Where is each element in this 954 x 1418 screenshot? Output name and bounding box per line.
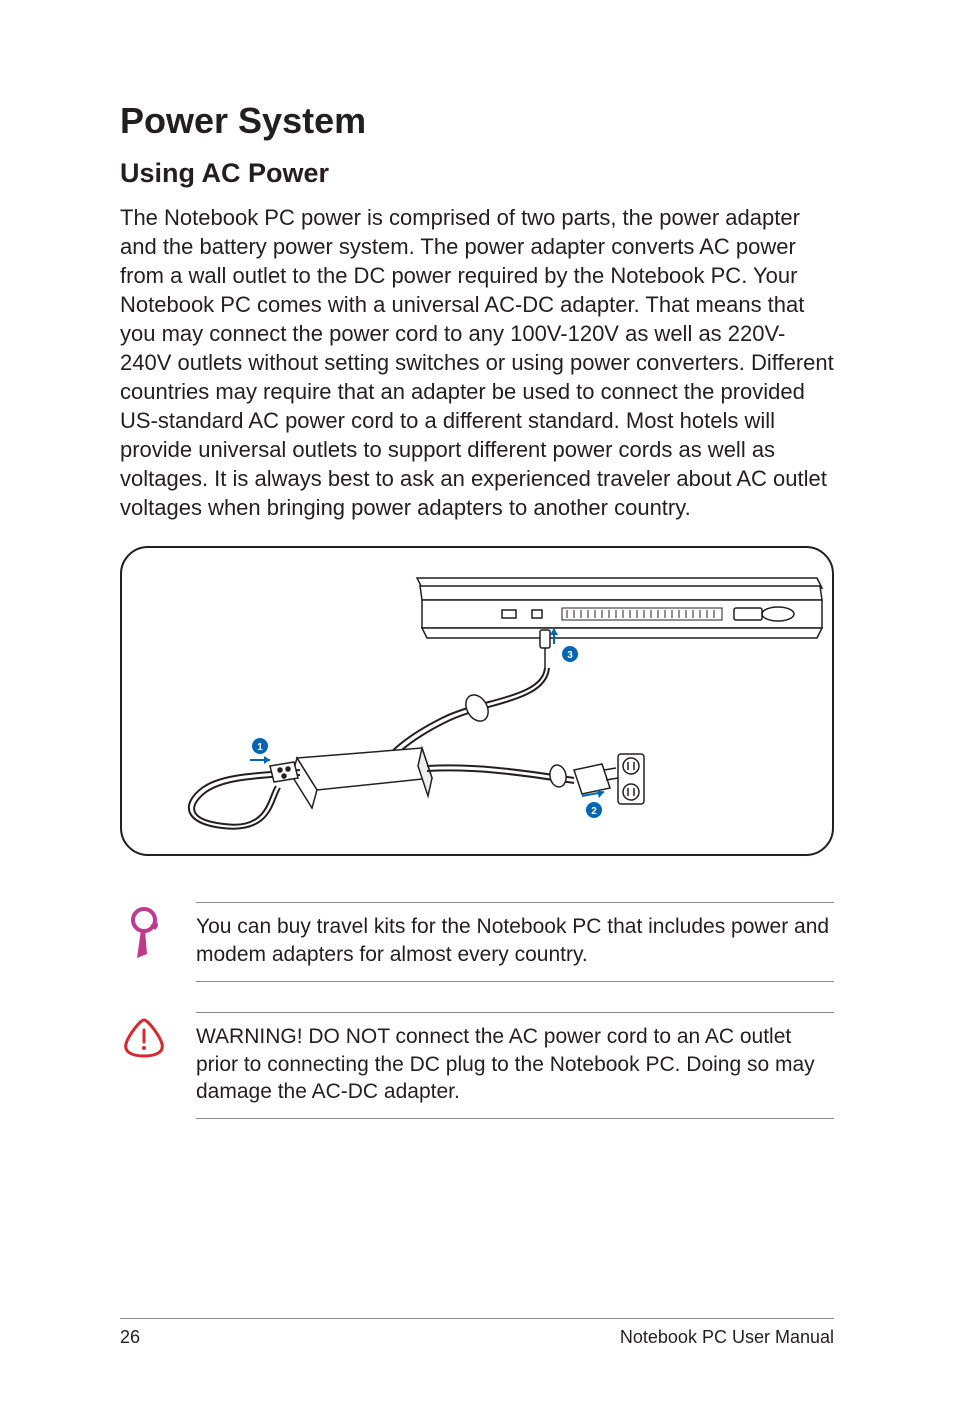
manual-title: Notebook PC User Manual [620, 1327, 834, 1348]
callout-1: 1 [257, 742, 263, 753]
page-number: 26 [120, 1327, 140, 1348]
warning-text: WARNING! DO NOT connect the AC power cor… [196, 1012, 834, 1119]
power-connection-diagram: 1 2 3 [120, 546, 834, 856]
tip-text: You can buy travel kits for the Notebook… [196, 902, 834, 981]
diagram-svg: 1 2 3 [122, 548, 832, 854]
body-paragraph: The Notebook PC power is comprised of tw… [120, 203, 834, 522]
warning-icon [120, 1012, 168, 1060]
page-footer: 26 Notebook PC User Manual [120, 1318, 834, 1348]
warning-note: WARNING! DO NOT connect the AC power cor… [120, 1012, 834, 1119]
tip-note: You can buy travel kits for the Notebook… [120, 902, 834, 981]
subsection-heading: Using AC Power [120, 158, 834, 189]
section-heading: Power System [120, 100, 834, 142]
tip-icon [120, 902, 168, 964]
callout-3: 3 [567, 650, 573, 661]
callout-2: 2 [591, 806, 597, 817]
